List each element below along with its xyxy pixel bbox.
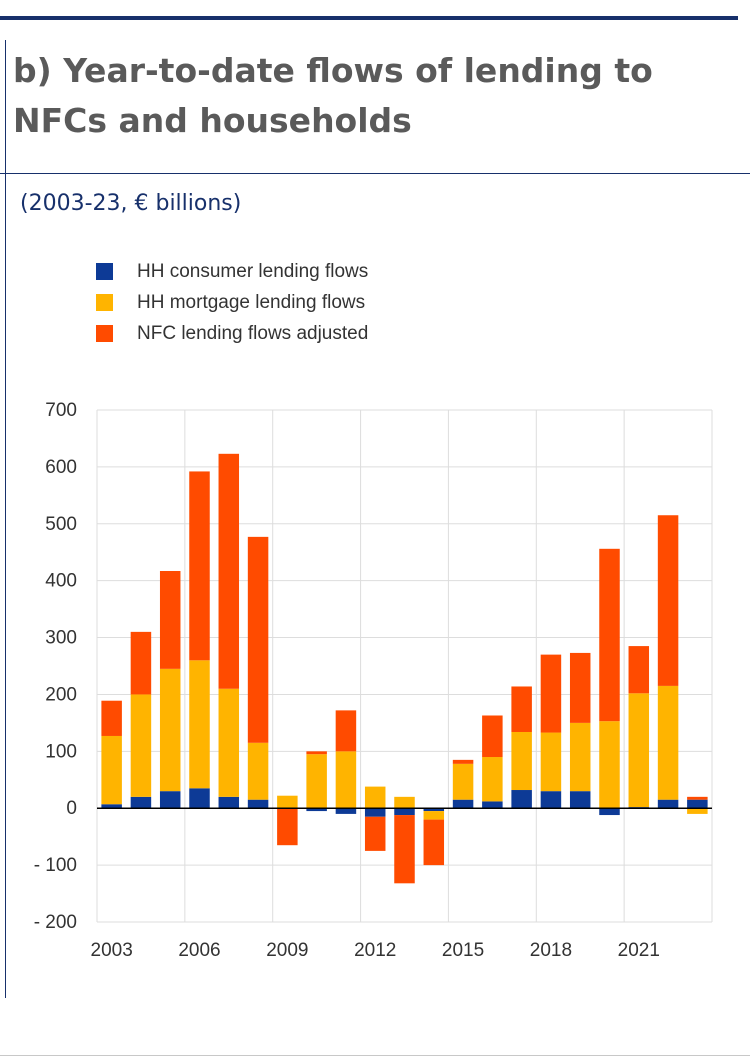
bar-segment-mortgage	[599, 721, 620, 809]
y-tick-label: 0	[66, 798, 77, 819]
bar-segment-nfc	[569, 652, 591, 723]
legend-swatch-nfc	[96, 325, 113, 342]
bar-segment-mortgage	[159, 668, 181, 792]
bar-segment-consumer	[423, 808, 445, 812]
left-border	[5, 40, 6, 998]
bar-segment-mortgage	[394, 796, 415, 809]
x-tick-label: 2009	[266, 940, 308, 961]
bar-segment-nfc	[159, 570, 181, 669]
bar-segment-consumer	[687, 799, 708, 809]
bar-segment-nfc	[101, 700, 122, 736]
bar-segment-nfc	[335, 710, 357, 752]
y-tick-label: 500	[45, 514, 77, 535]
bar-segment-nfc	[482, 715, 503, 758]
bar-segment-consumer	[306, 808, 327, 812]
chart-subtitle: (2003-23, € billions)	[20, 191, 242, 216]
bar-segment-mortgage	[569, 722, 591, 792]
x-tick-label: 2006	[178, 940, 220, 961]
y-tick-label: 700	[45, 400, 77, 421]
y-tick-label: - 100	[34, 855, 77, 876]
y-tick-label: 400	[45, 571, 77, 592]
bar-segment-mortgage	[277, 795, 298, 809]
bar-segment-consumer	[189, 788, 210, 809]
legend-label-mortgage: HH mortgage lending flows	[137, 291, 366, 313]
bars	[101, 453, 708, 884]
bar-segment-consumer	[394, 808, 415, 816]
bar-segment-mortgage	[511, 731, 532, 791]
bar-segment-nfc	[394, 815, 415, 884]
bar-segment-nfc	[628, 646, 650, 694]
bar-segment-nfc	[511, 686, 532, 732]
bar-segment-consumer	[159, 791, 181, 809]
bar-segment-nfc	[452, 759, 474, 764]
bar-segment-consumer	[364, 808, 386, 817]
bar-segment-mortgage	[247, 742, 269, 800]
x-tick-labels: 2003 2006 2009 2012 2015 2018 2021	[91, 940, 660, 961]
bar-segment-nfc	[247, 536, 269, 743]
bar-segment-mortgage	[628, 693, 650, 808]
bar-segment-nfc	[130, 631, 152, 695]
y-tick-label: 100	[45, 741, 77, 762]
bottom-rule	[0, 1055, 750, 1056]
x-tick-label: 2018	[530, 940, 572, 961]
bar-segment-mortgage	[482, 757, 503, 802]
y-tick-label: 300	[45, 628, 77, 649]
bar-segment-consumer	[218, 796, 240, 809]
bar-segment-consumer	[335, 808, 357, 814]
bar-segment-consumer	[130, 796, 152, 809]
axes	[96, 410, 712, 922]
x-tick-label: 2012	[354, 940, 396, 961]
bar-segment-consumer	[482, 801, 503, 809]
bar-segment-nfc	[599, 548, 620, 722]
bar-segment-nfc	[277, 808, 298, 846]
bar-segment-mortgage	[130, 694, 152, 797]
legend-item-mortgage: HH mortgage lending flows	[96, 287, 368, 318]
bar-segment-mortgage	[364, 786, 386, 809]
bar-segment-nfc	[423, 819, 445, 866]
legend-item-nfc: NFC lending flows adjusted	[96, 318, 368, 349]
legend: HH consumer lending flows HH mortgage le…	[96, 256, 368, 349]
x-tick-label: 2003	[91, 940, 133, 961]
bar-segment-mortgage	[306, 754, 327, 809]
x-tick-label: 2021	[618, 940, 660, 961]
bar-segment-mortgage	[687, 808, 708, 814]
bar-segment-nfc	[657, 515, 679, 686]
y-tick-label: 200	[45, 684, 77, 705]
top-rule	[0, 16, 738, 20]
legend-label-nfc: NFC lending flows adjusted	[137, 322, 369, 344]
bar-segment-mortgage	[657, 685, 679, 800]
bar-segment-mortgage	[540, 732, 562, 792]
legend-swatch-mortgage	[96, 294, 113, 311]
bar-segment-consumer	[569, 791, 591, 809]
bar-segment-nfc	[218, 453, 240, 689]
bar-segment-consumer	[511, 790, 532, 809]
bar-segment-nfc	[189, 471, 210, 661]
title-divider	[0, 173, 750, 174]
bar-segment-consumer	[599, 808, 620, 816]
y-tick-labels: - 200 - 100 0 100 200 300 400 500 600 700	[34, 400, 77, 933]
chart-title: b) Year-to-date flows of lending to NFCs…	[13, 51, 653, 140]
y-tick-label: 600	[45, 457, 77, 478]
bar-segment-nfc	[687, 796, 708, 800]
y-tick-label: - 200	[34, 912, 77, 933]
bar-segment-nfc	[540, 654, 562, 733]
bar-segment-nfc	[364, 816, 386, 851]
bar-segment-mortgage	[101, 735, 122, 805]
bar-segment-consumer	[657, 799, 679, 809]
bar-segment-mortgage	[452, 763, 474, 800]
bar-segment-nfc	[306, 751, 327, 755]
bar-segment-consumer	[101, 804, 122, 809]
bar-segment-consumer	[540, 791, 562, 809]
legend-label-consumer: HH consumer lending flows	[137, 260, 369, 282]
bar-segment-consumer	[452, 799, 474, 809]
bar-segment-mortgage	[335, 751, 357, 809]
bar-segment-mortgage	[218, 688, 240, 797]
bar-segment-mortgage	[423, 811, 445, 820]
legend-item-consumer: HH consumer lending flows	[96, 256, 368, 287]
bar-segment-consumer	[247, 799, 269, 809]
bar-segment-mortgage	[189, 660, 210, 789]
legend-swatch-consumer	[96, 263, 113, 280]
x-tick-label: 2015	[442, 940, 484, 961]
